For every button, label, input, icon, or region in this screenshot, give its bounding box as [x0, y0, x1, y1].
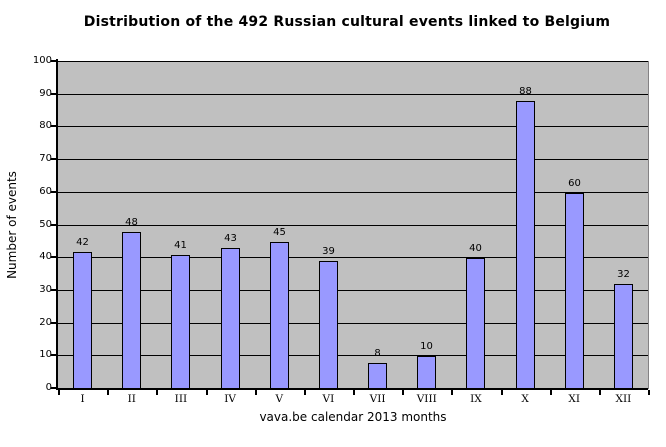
bar-value-label: 88	[519, 86, 532, 97]
y-tick-mark	[51, 190, 56, 193]
bar-IX	[466, 258, 485, 389]
bar-I	[73, 252, 92, 389]
x-tick-mark	[451, 390, 453, 395]
plot-area: 42 48 41 43 45 39 8 10 40 88 60 32	[58, 61, 649, 389]
bar-value-label: 43	[224, 233, 237, 244]
x-tick-label: I	[80, 393, 85, 405]
y-tick-mark	[51, 158, 56, 161]
gridline-20	[58, 322, 648, 324]
x-tick-mark	[58, 390, 60, 395]
bar-II	[122, 232, 141, 389]
y-tick-label: 50	[39, 218, 52, 230]
gridline-40	[58, 257, 648, 259]
gridline-10	[58, 355, 648, 357]
x-tick-mark	[648, 390, 650, 395]
bar-V	[270, 242, 289, 389]
x-tick-mark	[255, 390, 257, 395]
bar-value-label: 8	[374, 348, 381, 359]
bar-value-label: 40	[469, 243, 482, 254]
y-tick-label: 70	[39, 153, 52, 165]
x-axis-line	[56, 388, 648, 390]
bar-VIII	[417, 356, 436, 389]
x-tick-label: III	[174, 393, 188, 405]
y-tick-mark	[51, 223, 56, 226]
y-axis-line	[56, 59, 58, 390]
x-tick-mark	[501, 390, 503, 395]
x-tick-label: VIII	[416, 393, 437, 405]
y-tick-label: 20	[39, 316, 52, 328]
x-tick-label: VII	[369, 393, 386, 405]
x-tick-label: IV	[224, 393, 236, 405]
gridline-50	[58, 224, 648, 226]
y-tick-mark	[51, 288, 56, 291]
y-tick-mark	[51, 387, 56, 389]
x-tick-label: II	[127, 393, 136, 405]
bar-value-label: 42	[76, 237, 89, 248]
x-tick-label: XII	[615, 393, 632, 405]
bar-X	[516, 101, 535, 389]
y-tick-mark	[51, 256, 56, 259]
y-tick-label: 90	[39, 87, 52, 99]
bar-value-label: 45	[273, 227, 286, 238]
y-axis-title: Number of events	[5, 171, 19, 279]
bar-VII	[368, 363, 387, 389]
bar-value-label: 39	[322, 246, 335, 257]
bar-XI	[565, 193, 584, 389]
y-tick-label: 0	[45, 382, 52, 393]
bar-IV	[221, 248, 240, 389]
x-tick-mark	[107, 390, 109, 395]
bar-III	[171, 255, 190, 389]
x-tick-label: V	[275, 393, 284, 405]
gridline-70	[58, 159, 648, 161]
x-tick-mark	[353, 390, 355, 395]
y-tick-label: 60	[39, 185, 52, 197]
gridline-100	[58, 61, 648, 62]
x-tick-label: X	[521, 393, 529, 405]
x-tick-mark	[402, 390, 404, 395]
bar-XII	[614, 284, 633, 389]
y-tick-mark	[51, 92, 56, 95]
y-tick-label: 10	[39, 349, 52, 361]
x-tick-label: XI	[568, 393, 581, 405]
y-tick-label: 30	[39, 283, 52, 295]
y-tick-mark	[51, 321, 56, 324]
x-axis-title: vava.be calendar 2013 months	[259, 410, 447, 424]
gridline-80	[58, 126, 648, 128]
y-tick-label: 100	[32, 55, 52, 66]
x-tick-label: VI	[322, 393, 335, 405]
bar-VI	[319, 261, 338, 389]
gridline-90	[58, 93, 648, 95]
y-tick-mark	[51, 354, 56, 357]
bar-value-label: 48	[125, 217, 138, 228]
x-tick-label: IX	[470, 393, 482, 405]
x-tick-mark	[304, 390, 306, 395]
bar-value-label: 60	[568, 178, 581, 189]
y-tick-label: 40	[39, 251, 52, 263]
y-tick-mark	[51, 125, 56, 128]
chart-title: Distribution of the 492 Russian cultural…	[83, 14, 611, 30]
bar-value-label: 41	[174, 240, 187, 251]
y-tick-label: 80	[39, 120, 52, 132]
x-tick-mark	[206, 390, 208, 395]
gridline-60	[58, 191, 648, 193]
x-tick-mark	[156, 390, 158, 395]
y-tick-mark	[51, 60, 56, 62]
x-tick-mark	[599, 390, 601, 395]
gridline-30	[58, 289, 648, 291]
x-tick-mark	[550, 390, 552, 395]
bar-value-label: 10	[420, 341, 433, 352]
bar-value-label: 32	[617, 269, 630, 280]
